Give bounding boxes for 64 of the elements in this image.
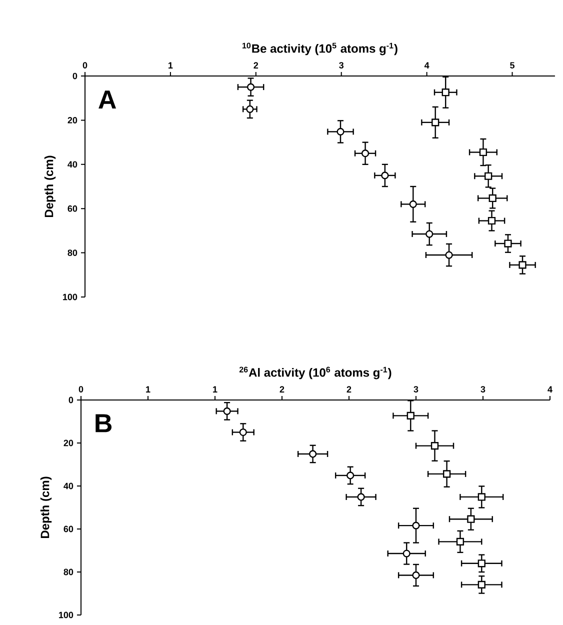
y-tick-label: 100 <box>63 294 78 300</box>
point <box>246 105 254 113</box>
x-tick-label: 0 <box>82 62 88 68</box>
x-tick-label: 2 <box>254 62 258 68</box>
point <box>426 230 434 238</box>
x-tick-label: 4 <box>424 62 430 68</box>
x-tick-label: 3 <box>480 386 486 392</box>
point <box>479 148 487 156</box>
y-tick-label: 60 <box>68 205 78 212</box>
point <box>484 172 492 180</box>
y-axis-title: Depth (cm) <box>40 476 52 538</box>
y-tick-label: 0 <box>68 396 74 404</box>
point <box>467 515 475 523</box>
point <box>443 470 451 478</box>
point <box>346 472 354 480</box>
point <box>412 522 420 530</box>
y-tick-label: 80 <box>68 250 78 256</box>
point <box>246 83 255 91</box>
x-axis-title: $^{10}$Be activity (10$^{5}$ atoms g$^{-1}$) <box>242 42 398 56</box>
point <box>478 493 486 501</box>
point <box>381 172 389 180</box>
point <box>504 240 512 248</box>
point <box>488 216 496 225</box>
y-tick-label: 60 <box>64 526 74 532</box>
point <box>357 493 365 501</box>
point <box>518 261 526 269</box>
y-tick-label: 20 <box>64 440 74 446</box>
y-tick-label: 40 <box>68 161 78 168</box>
point <box>456 538 464 546</box>
point <box>406 412 414 420</box>
point <box>445 251 453 259</box>
x-tick-label: 5 <box>510 62 515 68</box>
annotation: A <box>98 90 116 108</box>
point <box>442 88 450 96</box>
point <box>488 194 496 202</box>
x-tick-label: 2 <box>346 386 352 392</box>
point <box>409 200 417 208</box>
y-tick-label: 0 <box>72 72 78 80</box>
point <box>309 450 317 458</box>
point <box>478 580 486 588</box>
x-tick-label: 4 <box>548 386 552 392</box>
point <box>239 428 247 436</box>
y-tick-label: 40 <box>64 482 74 490</box>
x-tick-label: 1 <box>146 386 150 392</box>
y-axis-title: Depth (cm) <box>44 156 56 218</box>
x-tick-label: 3 <box>414 386 418 392</box>
point <box>361 150 370 158</box>
x-tick-label: 1 <box>168 62 173 68</box>
point <box>402 550 410 558</box>
x-tick-label: 0 <box>78 386 84 392</box>
x-axis-title: $^{26}$Al activity (10$^{6}$ atoms g$^{-1}$) <box>239 366 392 380</box>
y-tick-label: 80 <box>64 568 74 576</box>
point <box>430 442 439 450</box>
point <box>336 128 344 136</box>
annotation: B <box>96 414 112 432</box>
x-tick-label: 2 <box>280 386 284 392</box>
point <box>432 118 440 126</box>
point <box>223 407 231 415</box>
point <box>478 560 486 568</box>
x-tick-label: 1 <box>213 386 218 392</box>
y-tick-label: 20 <box>68 117 78 124</box>
y-tick-label: 100 <box>59 612 74 618</box>
point <box>412 571 420 580</box>
x-tick-label: 3 <box>339 62 344 68</box>
